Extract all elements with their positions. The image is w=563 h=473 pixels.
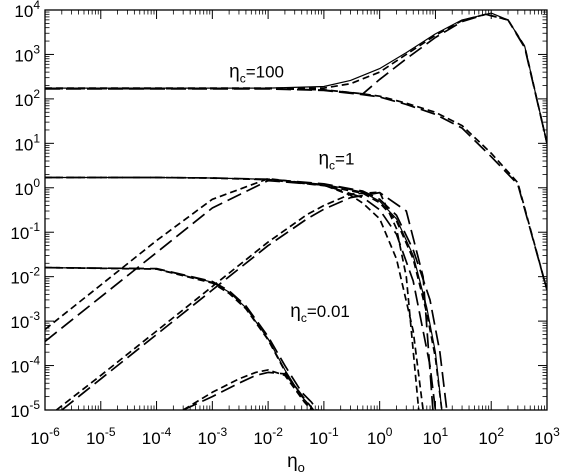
y-tick-label-base: 10 [14,135,33,154]
y-tick-label-base: 10 [10,358,29,377]
plot-frame [44,9,548,411]
series-group [45,12,547,410]
annotation-subscript: c [301,311,307,325]
y-tick-label-exponent: -4 [29,354,40,368]
x-tick-label: 101 [423,425,449,448]
x-tick-label-exponent: -1 [328,425,339,439]
y-tick-label-base: 10 [10,402,29,421]
y-tick-label: 104 [14,0,40,21]
y-tick-label-base: 10 [14,180,33,199]
x-tick-label-base: 10 [142,429,161,448]
annotation-symbol: η [318,149,329,170]
x-tick-label: 10-5 [86,425,116,448]
curve-annotation-2: ηc=1 [318,149,354,173]
series-line-1 [45,12,547,144]
x-tick-label-exponent: -3 [216,425,227,439]
y-tick-label-exponent: 4 [33,0,40,12]
series-line-12 [61,191,434,410]
y-tick-label-base: 10 [14,91,33,110]
x-axis-label: ηo [287,451,305,473]
x-axis-label-sub: o [298,460,305,473]
y-tick-label: 102 [14,87,40,110]
x-tick-label-exponent: 3 [553,425,560,439]
series-line-16 [182,369,313,410]
x-tick-label: 10-1 [309,425,339,448]
x-tick-label: 10-6 [30,425,60,448]
x-tick-label-exponent: -5 [105,425,116,439]
x-tick-label: 10-4 [142,425,172,448]
y-tick-label-base: 10 [14,2,33,21]
annotation-value: =0.01 [307,302,350,321]
y-tick-label: 10-5 [10,398,40,421]
y-tick-label-exponent: -1 [29,220,40,234]
y-tick-label-base: 10 [14,46,33,65]
x-tick-label-exponent: -6 [49,425,60,439]
y-tick-label-exponent: -2 [29,265,40,279]
x-tick-label: 10-3 [198,425,228,448]
y-tick-label-exponent: -5 [29,398,40,412]
annotation-subscript: c [240,72,246,86]
y-tick-label-exponent: 0 [33,176,40,190]
series-line-17 [182,371,315,410]
y-tick-label: 10-3 [10,309,40,332]
x-tick-label-base: 10 [253,429,272,448]
x-tick-label-base: 10 [367,429,386,448]
x-tick-label-base: 10 [309,429,328,448]
annotation-value: =1 [335,150,354,169]
axis-ticks [44,9,548,411]
y-tick-label: 10-4 [10,354,40,377]
tick-labels: 10-6 10-5 10-4 10-3 10-2 10-1 100 101 102 10310-5… [10,0,560,448]
x-tick-label-exponent: 1 [442,425,449,439]
x-tick-label-base: 10 [86,429,105,448]
y-tick-label-exponent: 3 [33,42,40,56]
x-tick-label: 102 [478,425,504,448]
x-tick-label-base: 10 [478,429,497,448]
series-line-11 [55,191,420,410]
y-tick-label-exponent: 1 [33,131,40,145]
y-tick-label-exponent: 2 [33,87,40,101]
x-tick-label-exponent: 2 [497,425,504,439]
series-line-10 [45,179,437,410]
y-tick-label-base: 10 [10,224,29,243]
x-tick-label: 10-2 [253,425,283,448]
y-tick-label-base: 10 [10,313,29,332]
annotation-subscript: c [329,159,335,173]
series-line-8 [45,176,448,410]
y-tick-label-base: 10 [10,269,29,288]
curve-annotation-1: ηc=100 [229,62,284,86]
y-tick-label: 100 [14,176,40,199]
x-tick-label-exponent: -2 [272,425,283,439]
y-tick-label: 101 [14,131,40,154]
series-line-2 [45,13,547,144]
annotation-symbol: η [229,62,240,83]
x-tick-label-base: 10 [534,429,553,448]
series-line-3 [45,13,547,144]
series-line-4 [45,87,547,291]
y-tick-label: 10-2 [10,265,40,288]
x-tick-label: 100 [367,425,393,448]
y-tick-label: 103 [14,42,40,65]
x-tick-label-base: 10 [198,429,217,448]
x-axis-label-base: η [287,451,298,472]
y-tick-label-exponent: -3 [29,309,40,323]
annotation-value: =100 [246,63,284,82]
series-line-5 [45,88,547,291]
curve-annotation-3: ηc=0.01 [290,301,350,325]
annotation-symbol: η [290,301,301,322]
x-tick-label: 103 [534,425,560,448]
x-tick-label-base: 10 [423,429,442,448]
x-tick-label-exponent: -4 [161,425,172,439]
x-tick-label-exponent: 0 [386,425,393,439]
series-line-15 [45,266,318,410]
y-tick-label: 10-1 [10,220,40,243]
x-tick-label-base: 10 [30,429,49,448]
